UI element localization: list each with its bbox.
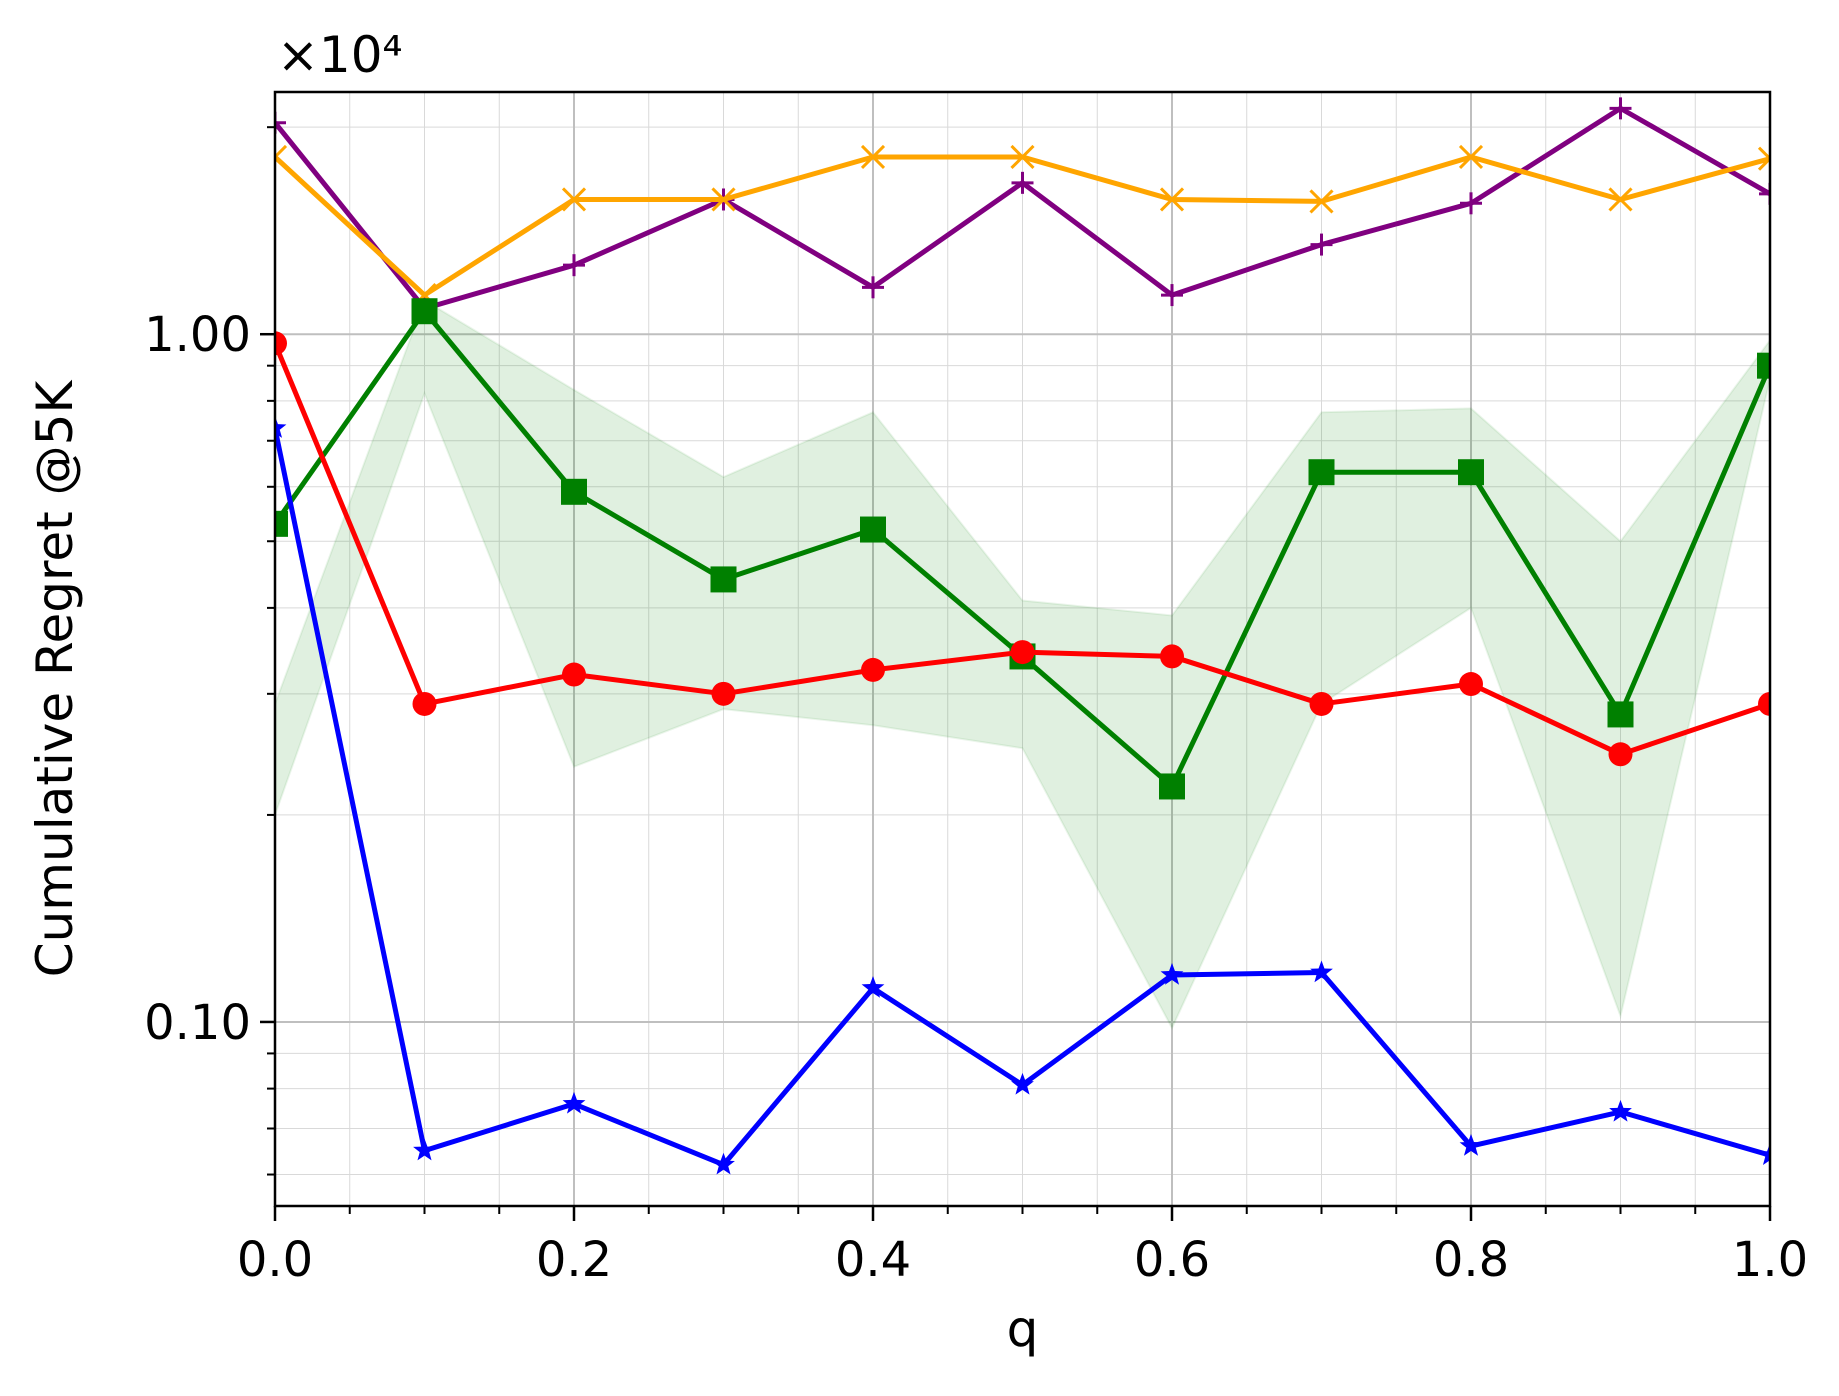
series-1-point-b <box>275 144 288 160</box>
series-3-point <box>1459 672 1483 697</box>
series-2-point <box>275 510 288 537</box>
series-1-point <box>1757 146 1770 171</box>
series-1-point-b <box>1458 144 1484 170</box>
series-3-point <box>711 681 736 706</box>
x-tick-label: 0.4 <box>835 1232 911 1288</box>
series-1-point <box>1458 144 1484 170</box>
series-2-point <box>561 478 587 505</box>
series-1 <box>275 144 1770 308</box>
series-4-point <box>1459 1134 1483 1156</box>
series-1-point <box>1010 144 1035 170</box>
series-4-point <box>1160 963 1184 985</box>
series-0-point <box>1011 171 1034 194</box>
series-3-point <box>1758 691 1770 716</box>
series-1-point-a <box>1757 146 1770 161</box>
series-4-point <box>1758 1143 1770 1165</box>
series-3-point <box>1608 742 1633 767</box>
y-axis-multiplier: ×10⁴ <box>277 26 403 84</box>
series-4-point <box>562 1091 586 1114</box>
series-1-point <box>711 187 736 212</box>
series-1-point-b <box>1309 189 1334 214</box>
series-1-point-b <box>1010 144 1035 170</box>
y-tick-label: 1.00 <box>144 307 251 363</box>
x-axis-label: q <box>1007 1300 1039 1358</box>
series-2-point <box>411 298 438 325</box>
series-group <box>275 97 1770 1175</box>
y-tick-label: 0.10 <box>144 995 251 1051</box>
series-2-point <box>1607 701 1634 728</box>
series-1-point-b <box>561 187 587 212</box>
series-3 <box>275 331 1770 767</box>
series-4-point <box>1609 1099 1632 1122</box>
series-4-point <box>1011 1072 1034 1095</box>
x-tick-label: 0.0 <box>237 1232 313 1288</box>
axis-ticks: 0.0 0.2 0.4 0.6 0.8 1.0 0.10 1.00 <box>144 126 1808 1288</box>
x-tick-label: 1.0 <box>1732 1232 1808 1288</box>
series-3-point <box>562 662 586 687</box>
series-1-point-b <box>1757 156 1770 171</box>
series-3-point <box>861 657 885 682</box>
series-0-point <box>1609 97 1632 120</box>
series-1-point <box>860 144 886 170</box>
series-4-point <box>1310 960 1333 983</box>
series-3-point <box>1160 644 1184 669</box>
series-1-point-b <box>1608 187 1633 212</box>
series-4-point <box>275 416 287 438</box>
series-0-point <box>563 254 585 277</box>
series-1-point <box>1608 187 1633 212</box>
series-0-point <box>1161 284 1183 307</box>
series-0-point <box>862 276 884 299</box>
x-tick-label: 0.2 <box>536 1232 612 1288</box>
series-1-point <box>561 187 587 212</box>
series-2-point <box>1159 773 1185 800</box>
series-0-point <box>1460 192 1482 215</box>
y-axis-label: Cumulative Regret @5K <box>26 380 84 978</box>
x-tick-label: 0.8 <box>1433 1232 1509 1288</box>
series-2-point <box>1757 352 1770 379</box>
series-1-point <box>275 144 288 170</box>
series-0-point <box>275 111 286 134</box>
series-1-point <box>1159 187 1185 212</box>
series-1-point-b <box>1159 187 1185 212</box>
series-1-point <box>1309 189 1334 214</box>
series-2-point <box>860 516 886 543</box>
series-2-point <box>1308 459 1335 486</box>
series-2-point <box>1458 459 1484 486</box>
series-4-point <box>712 1152 735 1175</box>
series-3-point <box>412 691 437 716</box>
series-1-point-a <box>275 154 288 170</box>
x-tick-label: 0.6 <box>1134 1232 1210 1288</box>
series-3-point <box>1309 691 1334 716</box>
series-0-point <box>1310 233 1333 256</box>
series-1-point-b <box>860 144 886 170</box>
series-3-point <box>1010 640 1035 665</box>
series-2-point <box>710 566 737 593</box>
series-0-point <box>1759 182 1770 205</box>
series-3-point <box>275 331 287 356</box>
series-1-point-b <box>711 187 736 212</box>
series-4 <box>275 416 1770 1175</box>
series-4-point <box>861 976 885 998</box>
series-4-point <box>413 1138 436 1161</box>
